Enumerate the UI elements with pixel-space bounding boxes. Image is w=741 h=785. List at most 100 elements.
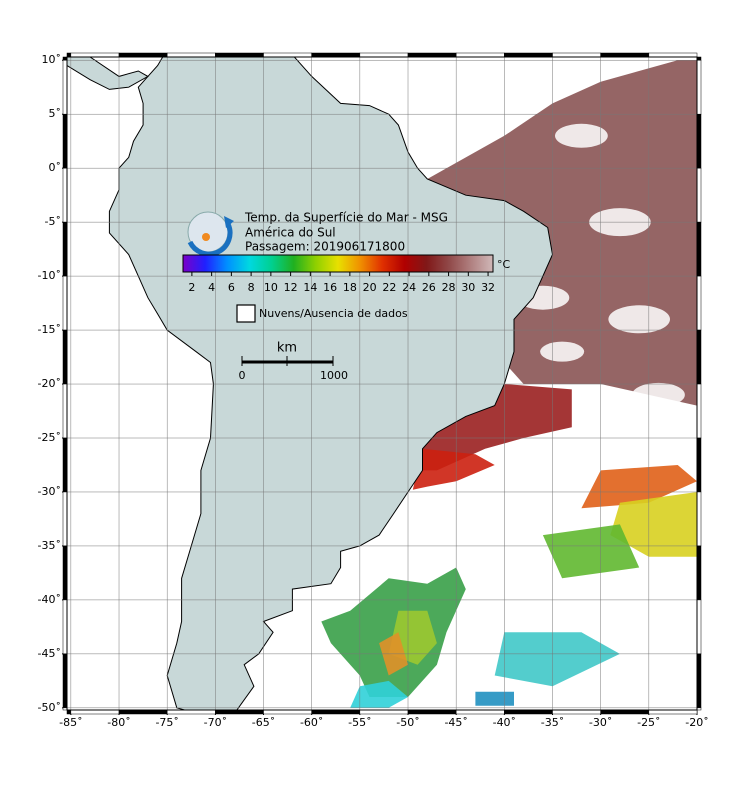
frame-segment: [504, 52, 553, 58]
y-tick-label: -40˚: [38, 593, 61, 606]
sst-patch: [475, 691, 514, 706]
colorbar: [182, 254, 494, 273]
frame-segment: [62, 221, 68, 277]
colorbar-tick-label: 18: [343, 281, 357, 294]
colorbar-tick-label: 14: [303, 281, 317, 294]
frame-segment: [62, 491, 68, 547]
frame-segment: [600, 52, 650, 58]
colorbar-tick-label: 20: [363, 281, 377, 294]
y-tick-label: 5˚: [49, 107, 62, 120]
cloud-gap: [608, 305, 671, 334]
x-tick-label: -50˚: [396, 716, 419, 729]
frame-segment: [166, 709, 216, 715]
colorbar-tick-label: 28: [442, 281, 456, 294]
x-tick-label: -75˚: [155, 716, 178, 729]
frame-segment: [70, 52, 120, 58]
colorbar-tick-label: 26: [422, 281, 436, 294]
colorbar-tick-label: 10: [264, 281, 278, 294]
y-tick-label: -25˚: [38, 431, 61, 444]
y-tick-label: -35˚: [38, 539, 61, 552]
x-tick-label: -55˚: [348, 716, 371, 729]
scale-label: 1000: [320, 369, 348, 382]
frame-segment: [62, 383, 68, 439]
frame-segment: [407, 709, 457, 715]
logo-dot: [202, 233, 210, 241]
frame-segment: [696, 437, 702, 493]
y-tick-label: -5˚: [45, 215, 61, 228]
frame-segment: [215, 709, 264, 715]
x-tick-label: -85˚: [59, 716, 82, 729]
frame-segment: [311, 52, 361, 58]
frame-segment: [648, 52, 698, 58]
sst-patch: [581, 465, 697, 509]
colorbar-tick-label: 8: [248, 281, 255, 294]
frame-segment: [455, 52, 505, 58]
frame-segment: [696, 167, 702, 223]
frame-segment: [62, 56, 68, 61]
x-tick-label: -65˚: [252, 716, 275, 729]
x-tick-label: -25˚: [637, 716, 660, 729]
central-america: [67, 57, 149, 90]
frame-segment: [62, 275, 68, 331]
frame-segment: [118, 52, 168, 58]
y-tick-label: 0˚: [49, 161, 62, 174]
colorbar-tick-label: 16: [323, 281, 337, 294]
sst-patch: [542, 524, 640, 579]
frame-segment: [263, 709, 312, 715]
colorbar-tick-label: 32: [481, 281, 495, 294]
sst-patch: [422, 384, 572, 471]
frame-segment: [455, 709, 505, 715]
frame-segment: [696, 221, 702, 277]
frame-segment: [66, 52, 72, 58]
frame-segment: [696, 275, 702, 331]
colorbar-tick-label: 22: [382, 281, 396, 294]
x-tick-label: -70˚: [204, 716, 227, 729]
colorbar-tick-label: 24: [402, 281, 416, 294]
frame-segment: [359, 52, 409, 58]
logo-arrow: [224, 216, 234, 228]
y-tick-label: -30˚: [38, 485, 61, 498]
logo-arc: [187, 222, 233, 257]
frame-segment: [648, 709, 698, 715]
frame-segment: [696, 329, 702, 385]
y-tick-label: -45˚: [38, 647, 61, 660]
frame-segment: [70, 709, 120, 715]
y-tick-label: -10˚: [38, 269, 61, 282]
x-tick-label: -60˚: [300, 716, 323, 729]
colorbar-tick-label: 4: [208, 281, 215, 294]
scale-label: 0: [239, 369, 246, 382]
cloud-gap: [555, 123, 608, 148]
frame-segment: [600, 709, 650, 715]
frame-segment: [696, 59, 702, 115]
frame-segment: [359, 709, 409, 715]
x-tick-label: -40˚: [493, 716, 516, 729]
frame-segment: [696, 113, 702, 169]
frame-segment: [696, 383, 702, 439]
frame-segment: [62, 437, 68, 493]
cloud-label: Nuvens/Ausencia de dados: [259, 307, 408, 320]
frame-segment: [552, 52, 601, 58]
frame-segment: [504, 709, 553, 715]
cloud-swatch: [236, 304, 256, 323]
frame-segment: [215, 52, 264, 58]
x-tick-label: -30˚: [589, 716, 612, 729]
frame-segment: [263, 52, 312, 58]
frame: [66, 56, 698, 711]
scale-unit: km: [277, 341, 297, 356]
sst-patch: [412, 448, 495, 490]
x-tick-label: -35˚: [541, 716, 564, 729]
colorbar-tick-label: 12: [284, 281, 298, 294]
colorbar-tick-label: 30: [461, 281, 475, 294]
frame-segment: [62, 707, 68, 711]
frame-segment: [62, 653, 68, 709]
frame-segment: [311, 709, 361, 715]
colorbar-unit: °C: [497, 258, 511, 271]
y-tick-label: -50˚: [38, 701, 61, 714]
frame-segment: [696, 599, 702, 655]
frame-segment: [62, 59, 68, 115]
legend-title: América do Sul: [245, 226, 336, 240]
frame-segment: [696, 545, 702, 601]
sst-patch: [350, 680, 408, 708]
y-tick-label: 10˚: [42, 53, 62, 66]
frame-segment: [62, 599, 68, 655]
